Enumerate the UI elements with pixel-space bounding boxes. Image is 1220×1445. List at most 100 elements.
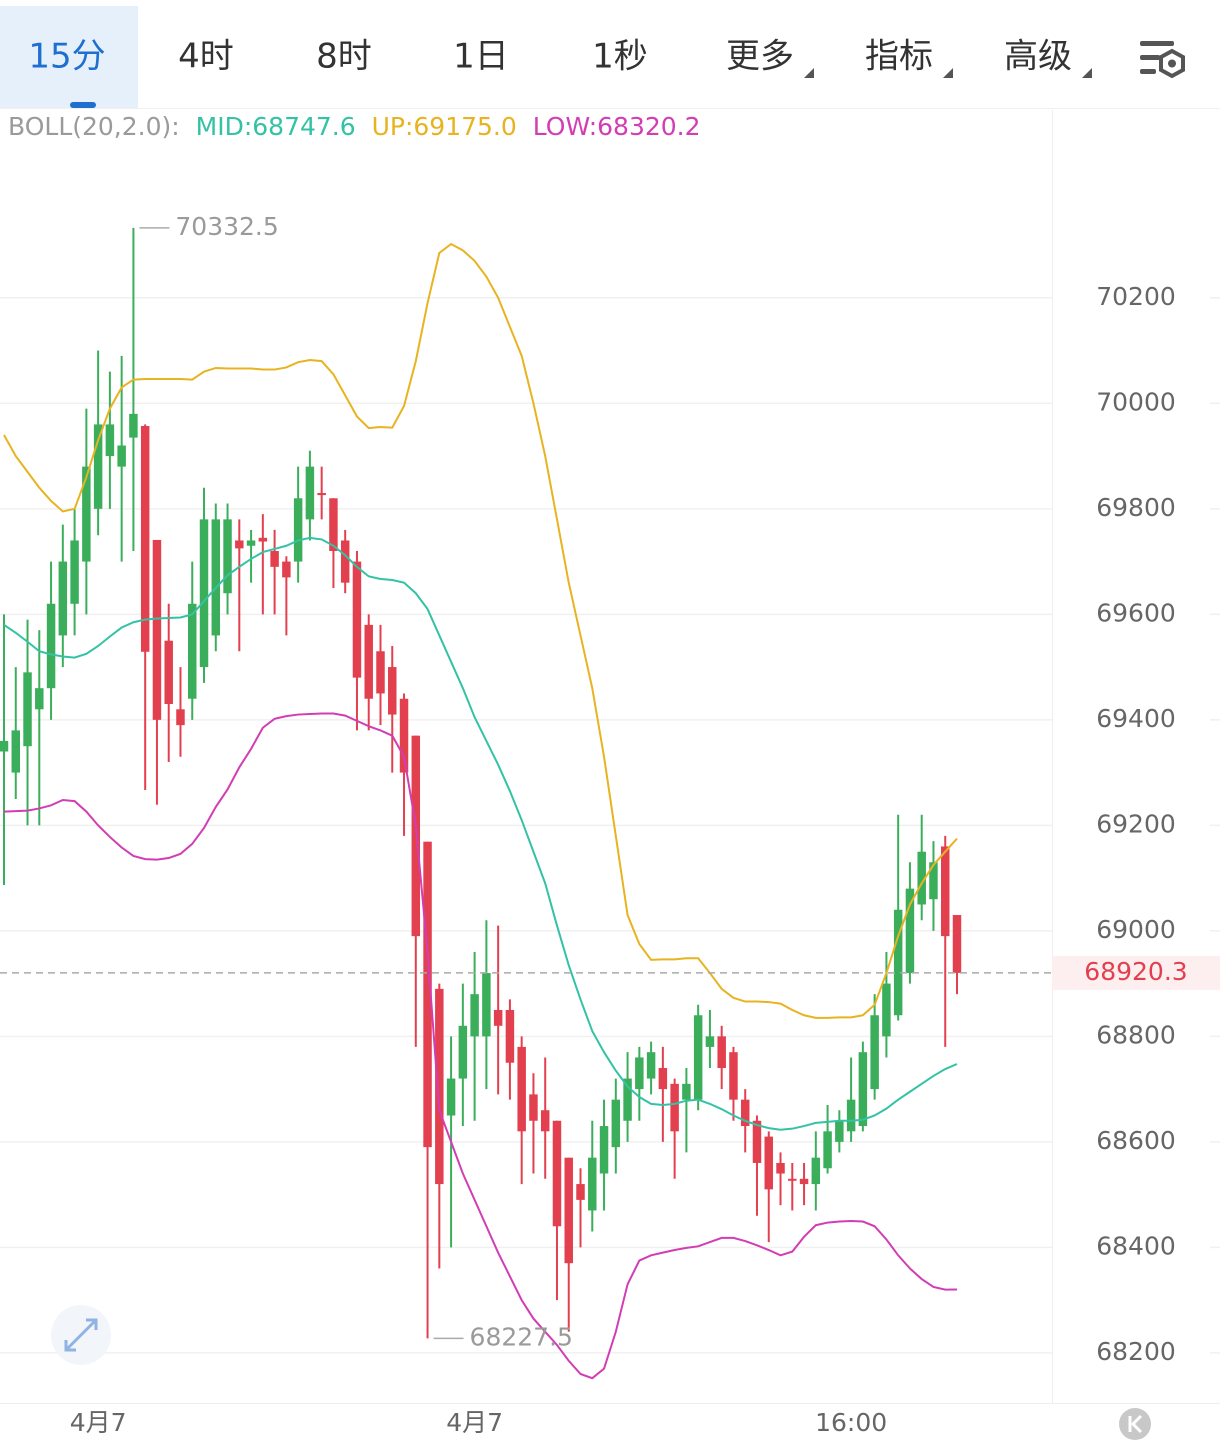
candle-body <box>70 540 79 604</box>
back-button[interactable] <box>1119 1408 1151 1440</box>
settings-icon[interactable] <box>1140 41 1185 79</box>
candle-body <box>717 1036 726 1069</box>
candle-body <box>682 1083 691 1100</box>
y-tick-label: 68200 <box>1096 1337 1176 1366</box>
band-line <box>3 242 958 1019</box>
candle-body <box>517 1046 526 1132</box>
x-tick-label: 4月7 <box>70 1408 127 1437</box>
candle-body <box>446 1078 456 1116</box>
candle-body <box>917 851 926 905</box>
candle-body <box>223 519 232 594</box>
last-price-box <box>1052 955 1220 990</box>
tab[interactable]: 1秒 <box>592 37 648 77</box>
candle-body <box>58 561 68 636</box>
candle-body <box>588 1157 597 1211</box>
candle-body <box>352 561 362 678</box>
candle-body <box>152 539 162 720</box>
candle-body <box>293 498 303 562</box>
candle-body <box>93 424 103 509</box>
legend: BOLL(20,2.0): MID:68747.6 UP:69175.0 LOW… <box>8 112 701 141</box>
candle-body <box>552 1120 562 1227</box>
tab[interactable]: 更多 <box>726 37 794 77</box>
y-tick-label: 68800 <box>1096 1020 1176 1049</box>
candle-body <box>952 915 962 973</box>
legend-entry: UP:69175.0 <box>372 112 517 141</box>
tab[interactable]: 8时 <box>316 37 372 77</box>
candle-body <box>905 888 915 974</box>
candle-body <box>940 846 950 937</box>
tab[interactable]: 4时 <box>178 37 234 77</box>
active-tab-bg <box>0 6 138 108</box>
band-line <box>3 536 958 1131</box>
candle-body <box>435 988 444 1185</box>
candle-body <box>246 540 256 546</box>
y-tick-label: 70000 <box>1096 387 1176 416</box>
y-tick-label: 70200 <box>1096 282 1176 311</box>
tab[interactable]: 15分 <box>28 37 105 77</box>
candle-body <box>505 1009 515 1063</box>
candle-body <box>35 688 44 710</box>
candle-body <box>752 1120 762 1163</box>
x-tick-label: 16:00 <box>815 1408 887 1437</box>
candle-body <box>564 1157 573 1264</box>
candle-body <box>388 667 397 715</box>
candle-body <box>270 551 279 567</box>
overlay: 70332.5 68227.5 68920.3 <box>0 212 1220 1351</box>
icon-bar <box>1140 55 1160 60</box>
candle-body <box>282 561 291 578</box>
candle-body <box>211 519 221 636</box>
candle-body <box>658 1068 668 1090</box>
candle-body <box>623 1078 632 1121</box>
candle-body <box>117 445 126 467</box>
candle-body <box>329 498 338 552</box>
candle-body <box>199 519 209 668</box>
candle-body <box>882 983 891 1037</box>
candle-body <box>788 1178 797 1181</box>
legend-entry: MID:68747.6 <box>196 112 356 141</box>
indicator-label: BOLL(20,2.0): <box>8 112 180 141</box>
candle-body <box>811 1157 821 1185</box>
candle-body <box>235 540 244 549</box>
y-tick-label: 69000 <box>1096 915 1176 944</box>
candle-body <box>693 1015 703 1100</box>
candle-body <box>870 1015 879 1090</box>
candle-body <box>376 651 385 694</box>
expand-glyph <box>64 1318 98 1352</box>
x-tick-label: 4月7 <box>446 1408 503 1437</box>
candle-body <box>858 1052 868 1127</box>
candle-body <box>423 841 432 1148</box>
y-tick-label: 69200 <box>1096 809 1176 838</box>
candle-body <box>470 994 479 1037</box>
candle-body <box>529 1094 538 1121</box>
candle-body <box>458 1025 468 1079</box>
candle-body <box>493 1009 503 1026</box>
plot <box>0 227 962 1380</box>
tab[interactable]: 指标 <box>865 37 933 77</box>
candle-body <box>740 1099 750 1127</box>
y-tick-label: 69800 <box>1096 493 1176 522</box>
candle-body <box>835 1120 844 1142</box>
candle-body <box>399 698 409 773</box>
dropdown-arrow <box>804 68 814 78</box>
candle-body <box>140 425 150 652</box>
y-tick-label: 69400 <box>1096 704 1176 733</box>
candle-body <box>599 1126 609 1174</box>
candle-body <box>635 1057 644 1090</box>
dropdown-arrow <box>943 68 953 78</box>
candle-body <box>129 413 138 438</box>
candle-body <box>670 1083 679 1132</box>
candle-body <box>893 909 903 1016</box>
legend-entry: LOW:68320.2 <box>533 112 701 141</box>
dropdown-arrow <box>1082 68 1092 78</box>
candle-body <box>705 1036 715 1047</box>
candle-body <box>188 603 197 699</box>
tab[interactable]: 1日 <box>453 37 509 77</box>
candle-body <box>799 1178 809 1185</box>
tab[interactable]: 高级 <box>1004 37 1072 77</box>
candle-body <box>776 1162 785 1174</box>
candle-body <box>611 1099 621 1148</box>
y-tick-label: 69600 <box>1096 598 1176 627</box>
active-tab-indicator <box>70 102 96 108</box>
expand-button[interactable] <box>51 1305 111 1365</box>
